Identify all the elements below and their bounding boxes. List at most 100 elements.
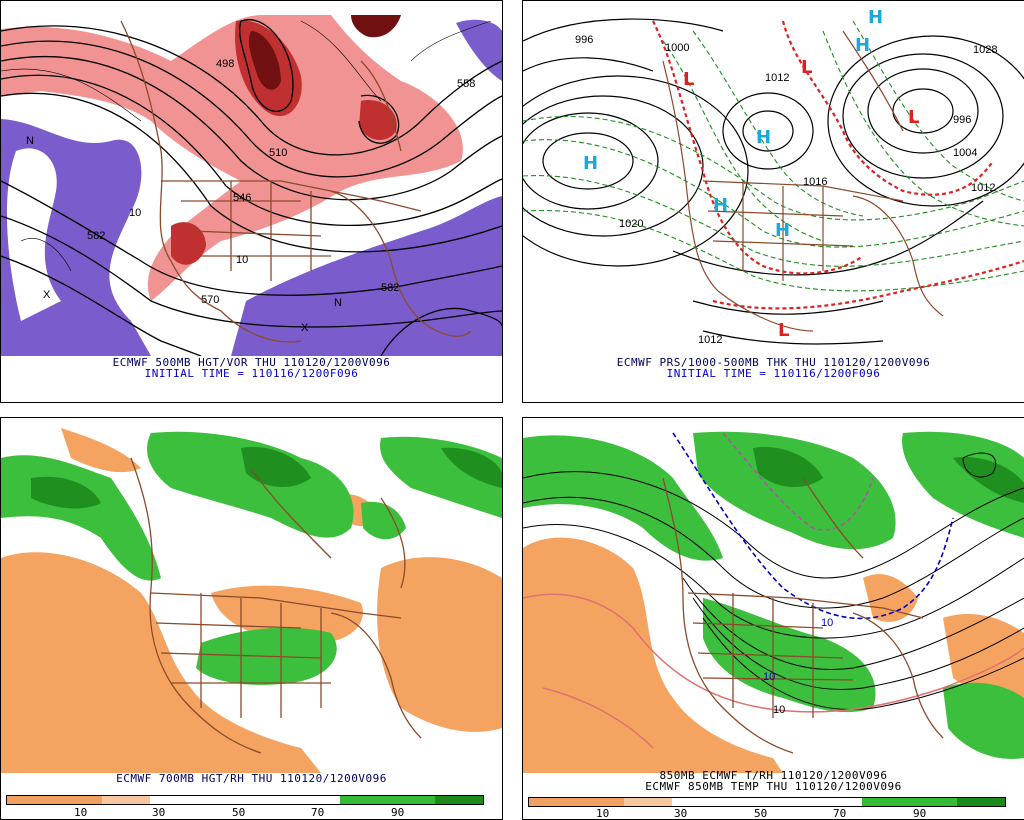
map-700mb: [1, 418, 502, 773]
colorbar-tick: 70: [311, 806, 325, 819]
map-500mb: 582 582 570 546 510 498 558 10 10 N N X …: [1, 1, 502, 356]
colorbar-swatch: [862, 798, 910, 806]
isobar-label: 1028: [973, 44, 997, 56]
colorbar-swatch: [244, 796, 293, 804]
panel-700mb-hgt-rh: ECMWF 700MB HGT/RH THU 110120/1200V096 1…: [0, 417, 503, 820]
moist-region-core: [441, 447, 502, 488]
map-850mb: 10 10 10: [523, 418, 1024, 773]
height-label: 570: [201, 294, 219, 306]
colorbar-swatch: [387, 796, 436, 804]
low-pressure-marker: L: [683, 69, 694, 90]
panel-caption-2: ECMWF 850MB TEMP THU 110120/1200V096: [645, 780, 902, 793]
moist-region: [361, 501, 406, 540]
colorbar-tick: 50: [754, 807, 768, 820]
moist-region: [693, 431, 896, 550]
height-label: 10: [129, 207, 141, 219]
panel-500mb-hgt-vor: 582 582 570 546 510 498 558 10 10 N N X …: [0, 0, 503, 403]
colorbar-swatch: [671, 798, 720, 806]
dry-region: [211, 585, 363, 644]
vort-label: N: [26, 135, 34, 147]
dry-region: [863, 574, 918, 622]
height-label: 582: [381, 282, 399, 294]
colorbar-swatch: [814, 798, 863, 806]
rh-colorbar: [6, 795, 484, 805]
panel-prs-thk: 996 1028 1012 1004 996 1020 1012 1000 10…: [522, 0, 1024, 403]
dry-region: [61, 428, 141, 473]
moist-region: [943, 682, 1024, 759]
isobar-label: 1012: [971, 182, 995, 194]
low-pressure-marker: L: [801, 57, 812, 78]
colorbar-swatch: [54, 796, 103, 804]
neg-vort-region: [456, 19, 502, 81]
panel-initial-time: INITIAL TIME = 110116/1200F096: [666, 367, 881, 380]
high-pressure-marker: H: [855, 35, 870, 56]
colorbar-tick: 10: [74, 806, 88, 819]
pos-vort-core: [171, 222, 206, 265]
colorbar-swatch: [340, 796, 388, 804]
dry-region: [523, 537, 783, 773]
pos-vort-core: [248, 31, 281, 90]
rh-colorbar: [528, 797, 1006, 807]
low-pressure-marker: L: [778, 320, 789, 341]
dry-region: [377, 557, 502, 732]
isobar-label: 996: [575, 34, 593, 46]
moist-region: [147, 431, 354, 538]
panel-caption: ECMWF 500MB HGT/VOR THU 110120/1200V096: [112, 356, 391, 369]
isobar-label: 1004: [953, 147, 977, 159]
moist-region: [902, 431, 1024, 538]
low-pressure-marker: L: [908, 107, 919, 128]
panel-initial-time: INITIAL TIME = 110116/1200F096: [144, 367, 359, 380]
colorbar-tick: 30: [152, 806, 166, 819]
height-label: 546: [233, 192, 251, 204]
map-prs-thk: 996 1028 1012 1004 996 1020 1012 1000 10…: [523, 1, 1024, 356]
height-label: 558: [457, 78, 475, 90]
high-pressure-marker: H: [583, 153, 598, 174]
colorbar-swatch: [149, 796, 198, 804]
colorbar-swatch: [435, 796, 483, 804]
moist-region: [703, 598, 876, 713]
height-label: 510: [269, 147, 287, 159]
temperature-label: 10: [773, 704, 785, 716]
height-label: 10: [236, 254, 248, 266]
isobar-label: 996: [953, 114, 971, 126]
neg-vort-region: [231, 196, 502, 356]
pos-vort-core: [359, 100, 397, 141]
moist-region-core: [31, 476, 101, 509]
colorbar-swatch: [7, 796, 55, 804]
height-label: 582: [87, 230, 105, 242]
temperature-label: 10: [821, 617, 833, 629]
high-pressure-marker: H: [713, 195, 728, 216]
high-pressure-marker: H: [756, 127, 771, 148]
colorbar-tick: 10: [596, 807, 610, 820]
high-pressure-marker: H: [775, 220, 790, 241]
panel-caption: ECMWF 700MB HGT/RH THU 110120/1200V096: [116, 772, 387, 785]
isobar-label: 1012: [765, 72, 789, 84]
isobar-label: 1000: [665, 42, 689, 54]
height-label: 498: [216, 58, 234, 70]
colorbar-swatch: [529, 798, 577, 806]
panel-caption: 850MB ECMWF T/RH 110120/1200V096: [659, 769, 888, 782]
colorbar-swatch: [292, 796, 341, 804]
vort-label: N: [334, 297, 342, 309]
colorbar-swatch: [197, 796, 245, 804]
moist-region-core: [953, 457, 1024, 503]
temperature-label: 10: [763, 671, 775, 683]
colorbar-tick: 50: [232, 806, 246, 819]
moist-region-core: [241, 447, 311, 488]
colorbar-tick: 30: [674, 807, 688, 820]
high-pressure-marker: H: [868, 7, 883, 28]
isobar-label: 1012: [698, 334, 722, 346]
colorbar-swatch: [957, 798, 1005, 806]
colorbar-swatch: [766, 798, 815, 806]
isobar-label: 1020: [619, 218, 643, 230]
colorbar-swatch: [102, 796, 150, 804]
colorbar-swatch: [909, 798, 958, 806]
colorbar-swatch: [576, 798, 625, 806]
isobar-label: 1016: [803, 176, 827, 188]
colorbar-swatch: [624, 798, 672, 806]
moist-region: [523, 435, 723, 561]
dry-region: [943, 613, 1024, 700]
pos-vort-region: [1, 15, 463, 301]
colorbar-tick: 70: [833, 807, 847, 820]
moist-region-core: [753, 447, 823, 488]
